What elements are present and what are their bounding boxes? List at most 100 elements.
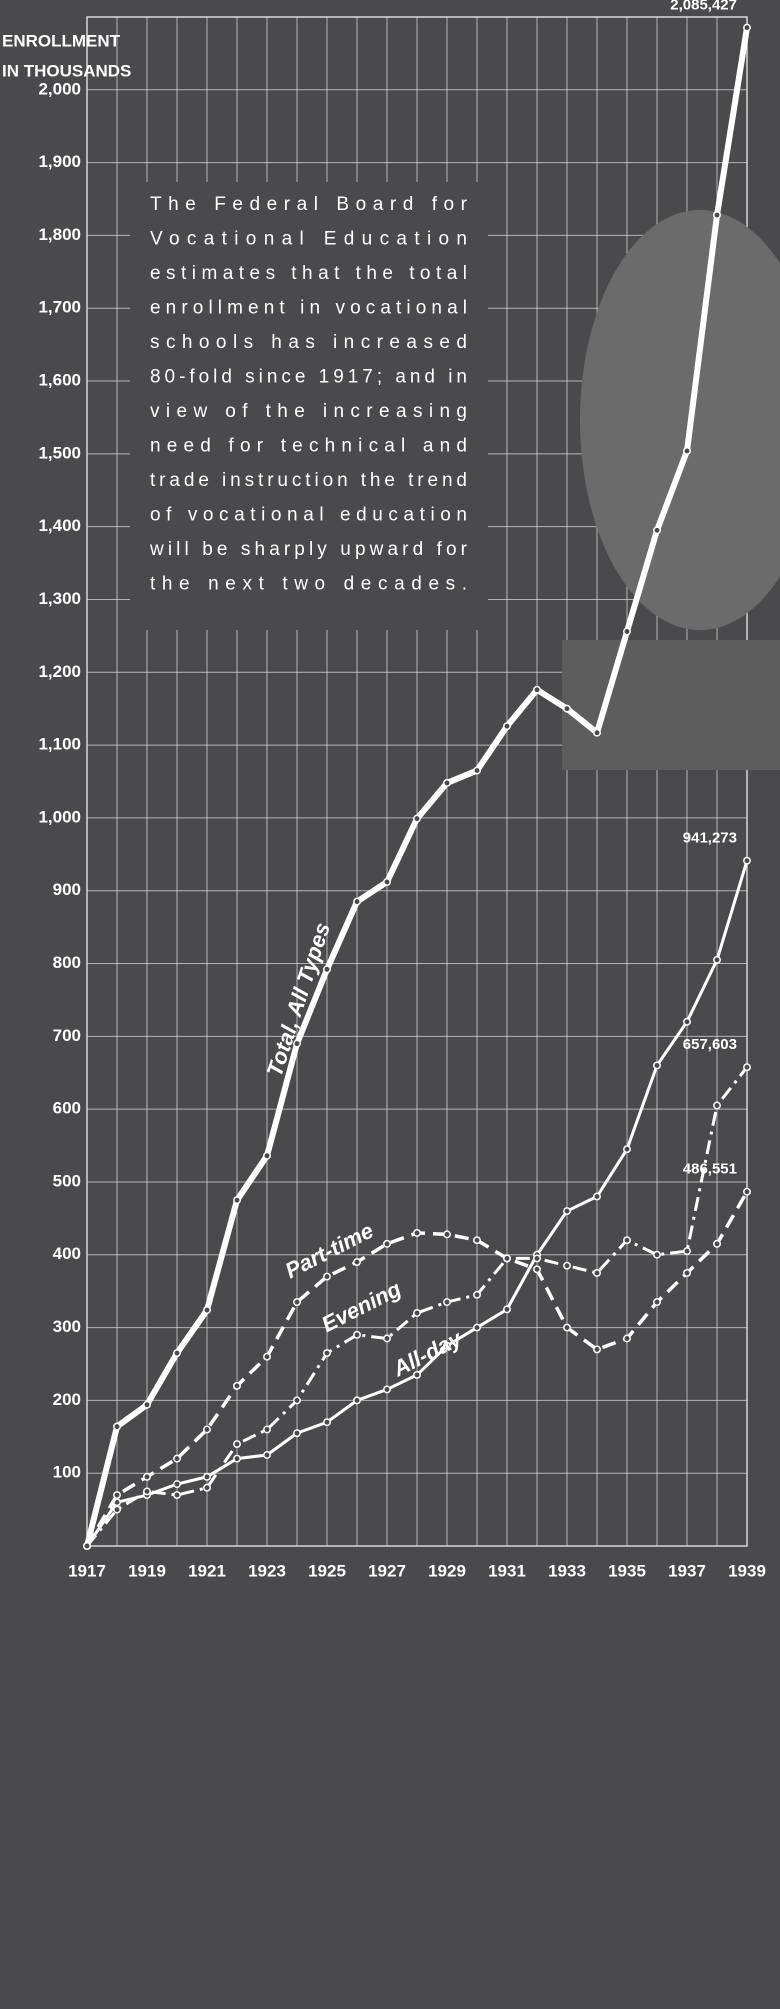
data-point	[113, 1505, 121, 1514]
data-point	[323, 965, 331, 974]
y-tick-label: 1,400	[38, 516, 81, 535]
y-tick-label: 200	[53, 1390, 81, 1409]
y-tick-label: 1,100	[38, 735, 81, 754]
data-point	[263, 1151, 271, 1160]
data-point	[743, 856, 751, 865]
y-tick-label: 1,600	[38, 371, 81, 390]
photo-building	[562, 640, 780, 770]
data-point	[563, 704, 571, 713]
data-point	[623, 1236, 631, 1245]
y-tick-label: 1,800	[38, 225, 81, 244]
annotation-line: 80-fold since 1917; and in	[150, 367, 468, 388]
data-point	[593, 1269, 601, 1277]
data-point	[623, 1334, 631, 1343]
annotation-box	[130, 182, 488, 630]
data-point	[383, 878, 391, 886]
data-point	[383, 1334, 391, 1343]
data-point	[653, 1250, 661, 1259]
data-point	[593, 728, 601, 737]
data-point	[683, 1269, 691, 1277]
y-tick-label: 1,000	[38, 807, 81, 826]
annotation-line: will be sharply upward for	[149, 539, 468, 560]
data-point	[473, 766, 481, 775]
x-tick-label: 1917	[68, 1561, 106, 1580]
data-point	[233, 1454, 241, 1463]
data-point	[293, 1396, 301, 1405]
value-label: 486,551	[683, 1161, 737, 1178]
value-label: 657,603	[683, 1036, 737, 1053]
y-tick-label: 1,900	[38, 152, 81, 171]
data-point	[263, 1451, 271, 1459]
data-point	[593, 1192, 601, 1201]
data-point	[623, 1145, 631, 1154]
data-point	[533, 1254, 541, 1263]
y-tick-label: 700	[53, 1026, 81, 1045]
data-point	[473, 1323, 481, 1332]
y-tick-label: 300	[53, 1317, 81, 1336]
data-point	[293, 1298, 301, 1307]
x-tick-label: 1923	[248, 1561, 286, 1580]
data-point	[143, 1472, 151, 1481]
data-point	[383, 1385, 391, 1394]
data-point	[323, 1272, 331, 1281]
y-tick-label: 2,000	[38, 79, 81, 98]
data-point	[203, 1425, 211, 1434]
annotation-line: of vocational education	[150, 505, 468, 526]
data-point	[413, 1309, 421, 1317]
x-tick-label: 1929	[428, 1561, 466, 1580]
y-axis-title: ENROLLMENT	[2, 31, 121, 50]
data-point	[353, 1396, 361, 1405]
data-point	[533, 1265, 541, 1274]
x-tick-label: 1931	[488, 1561, 526, 1580]
data-point	[293, 1039, 301, 1048]
data-point	[743, 1187, 751, 1196]
data-point	[623, 627, 631, 636]
data-point	[173, 1454, 181, 1463]
data-point	[443, 1298, 451, 1307]
data-point	[173, 1480, 181, 1489]
data-point	[143, 1487, 151, 1496]
y-tick-label: 900	[53, 880, 81, 899]
data-point	[683, 1017, 691, 1026]
data-point	[293, 1429, 301, 1438]
y-tick-label: 400	[53, 1244, 81, 1263]
data-point	[653, 1061, 661, 1070]
data-point	[503, 722, 511, 731]
y-tick-label: 800	[53, 953, 81, 972]
x-tick-label: 1919	[128, 1561, 166, 1580]
data-point	[353, 1258, 361, 1266]
y-tick-label: 1,700	[38, 298, 81, 317]
data-point	[473, 1236, 481, 1245]
data-point	[173, 1349, 181, 1358]
data-point	[713, 211, 721, 219]
y-tick-label: 500	[53, 1171, 81, 1190]
data-point	[263, 1425, 271, 1434]
data-point	[503, 1305, 511, 1314]
annotation-line: the next two decades.	[150, 574, 468, 595]
data-point	[473, 1290, 481, 1299]
y-tick-label: 600	[53, 1099, 81, 1118]
data-point	[113, 1491, 121, 1499]
x-tick-label: 1939	[728, 1561, 766, 1580]
data-point	[593, 1345, 601, 1354]
data-point	[563, 1261, 571, 1270]
data-point	[413, 1228, 421, 1237]
data-point	[683, 446, 691, 455]
y-tick-label: 1,500	[38, 443, 81, 462]
y-tick-label: 1,300	[38, 589, 81, 608]
data-point	[353, 1330, 361, 1339]
annotation-line: enrollment in vocational	[150, 298, 468, 319]
data-point	[233, 1196, 241, 1205]
x-tick-label: 1925	[308, 1561, 346, 1580]
data-point	[413, 814, 421, 823]
x-tick-label: 1937	[668, 1561, 706, 1580]
data-point	[233, 1440, 241, 1449]
data-point	[203, 1483, 211, 1492]
data-point	[563, 1323, 571, 1332]
data-point	[563, 1207, 571, 1216]
y-tick-label: 1,200	[38, 662, 81, 681]
data-point	[83, 1542, 91, 1550]
data-point	[743, 23, 751, 32]
annotation-line: trade instruction the trend	[150, 470, 468, 491]
y-axis-title: IN THOUSANDS	[2, 61, 131, 80]
